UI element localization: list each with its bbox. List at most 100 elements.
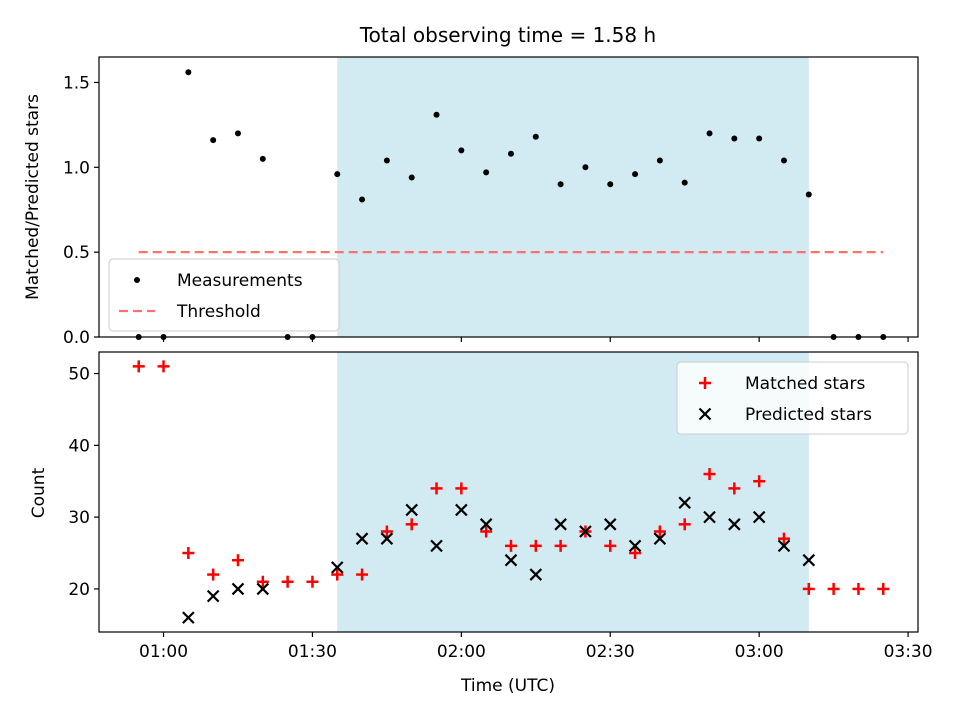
top-series-0-point-10 xyxy=(383,157,390,164)
bottom-series-1-point-16 xyxy=(628,539,642,553)
bottom-series-1-point-14 xyxy=(579,525,592,538)
bottom-y-axis-label: Count xyxy=(29,467,49,518)
bottom-legend-label-1: Predicted stars xyxy=(745,405,872,425)
bottom-series-0-point-8 xyxy=(331,568,344,581)
bottom-y-tick-label-3: 50 xyxy=(68,365,90,385)
top-series-0-point-14 xyxy=(483,169,490,176)
bottom-series-0-point-14 xyxy=(480,525,493,538)
bottom-series-1-point-5 xyxy=(355,532,369,545)
bottom-x-tick-label-2: 02:00 xyxy=(437,642,486,662)
top-series-0-point-4 xyxy=(234,130,241,137)
top-series-0-point-24 xyxy=(731,135,738,142)
bottom-legend xyxy=(676,361,909,435)
top-legend xyxy=(108,258,340,332)
bottom-series-0-point-5 xyxy=(256,575,269,588)
top-legend-label-0: Measurements xyxy=(177,271,303,291)
bottom-series-0-point-19 xyxy=(604,539,617,552)
bottom-series-1-point-19 xyxy=(703,510,716,524)
bottom-series-0-point-26 xyxy=(777,532,790,545)
top-series-0-point-8 xyxy=(334,171,341,178)
top-y-axis-label: Matched/Predicted stars xyxy=(23,94,43,300)
bottom-series-0-point-12 xyxy=(430,482,443,495)
bottom-y-tick-label-1: 30 xyxy=(68,508,90,528)
bottom-y-tick-label-2: 40 xyxy=(68,436,90,456)
bottom-series-0-point-4 xyxy=(231,554,244,567)
bottom-series-1-point-6 xyxy=(380,532,394,545)
bottom-series-0-point-22 xyxy=(678,518,691,531)
top-series-0-point-20 xyxy=(632,171,639,178)
top-observing-window xyxy=(337,57,809,337)
bottom-x-tick-label-1: 01:30 xyxy=(288,642,337,662)
bottom-series-0-point-24 xyxy=(728,482,741,495)
top-panel: 0.0 0.5 1.0 1.5 Measurements Threshold xyxy=(63,56,919,348)
bottom-series-1-point-4 xyxy=(330,561,344,574)
bottom-series-0-point-15 xyxy=(504,539,517,552)
bottom-y-tick-label-0: 20 xyxy=(68,580,90,600)
bottom-series-0-point-16 xyxy=(529,539,542,552)
bottom-series-1-point-12 xyxy=(529,568,543,581)
bottom-series-1-point-1 xyxy=(206,589,220,603)
bottom-series-0-point-11 xyxy=(405,518,418,531)
bottom-series-0-point-9 xyxy=(356,568,369,581)
bottom-series-0-point-30 xyxy=(877,582,890,595)
top-series-0-point-27 xyxy=(805,191,812,198)
bottom-series-1-point-0 xyxy=(182,611,195,624)
top-legend-label-1: Threshold xyxy=(176,302,261,322)
chart-title: Total observing time = 1.58 h xyxy=(359,23,656,47)
top-series-0-point-13 xyxy=(458,147,465,154)
bottom-series-0-point-23 xyxy=(703,468,716,481)
top-y-tick-label-3: 1.5 xyxy=(63,73,90,93)
top-legend-marker-0 xyxy=(134,277,140,283)
bottom-series-0-point-0 xyxy=(132,360,145,373)
bottom-legend-marker-0 xyxy=(699,377,711,389)
bottom-series-0-point-3 xyxy=(207,568,220,581)
bottom-series-1-point-7 xyxy=(405,503,418,517)
bottom-series-0-point-25 xyxy=(753,475,766,488)
top-series-0-point-21 xyxy=(656,157,663,164)
bottom-series-0-point-28 xyxy=(827,582,840,595)
bottom-series-1-point-2 xyxy=(231,582,245,596)
bottom-legend-marker-1 xyxy=(698,407,712,421)
bottom-series-1-point-8 xyxy=(430,539,443,553)
top-series-0-point-17 xyxy=(557,181,564,188)
top-series-0-point-25 xyxy=(756,135,763,142)
bottom-series-1-point-9 xyxy=(455,503,468,517)
top-y-tick-label-0: 0.0 xyxy=(63,328,90,348)
bottom-series-1-point-22 xyxy=(777,539,791,553)
bottom-plot-frame xyxy=(98,351,919,633)
bottom-series-0-point-20 xyxy=(629,547,642,560)
bottom-x-tick-label-3: 02:30 xyxy=(586,642,635,662)
top-series-0-point-16 xyxy=(532,133,539,140)
top-series-0-point-11 xyxy=(408,174,415,181)
bottom-series-0-point-21 xyxy=(653,525,666,538)
bottom-series-0-point-10 xyxy=(380,525,393,538)
bottom-x-tick-label-0: 01:00 xyxy=(139,642,188,662)
bottom-series-0-point-6 xyxy=(281,575,294,588)
bottom-series-0-point-29 xyxy=(852,582,865,595)
bottom-series-1-point-20 xyxy=(728,518,741,531)
top-series-0-point-2 xyxy=(185,69,192,76)
top-series-0-point-3 xyxy=(210,137,217,144)
top-y-tick-label-1: 0.5 xyxy=(63,243,90,263)
bottom-series-0-point-7 xyxy=(306,575,319,588)
top-series-0-point-5 xyxy=(259,155,266,162)
top-series-0-point-23 xyxy=(706,130,713,137)
top-series-0-point-18 xyxy=(582,164,589,171)
bottom-series-1-point-13 xyxy=(554,518,567,531)
top-series-0-point-19 xyxy=(607,181,614,188)
top-series-0-point-12 xyxy=(433,111,440,118)
bottom-series-0-point-13 xyxy=(455,482,468,495)
top-series-0-point-22 xyxy=(681,179,688,186)
top-plot-frame xyxy=(98,56,919,338)
bottom-panel: 20 30 40 50 01:00 01:30 02:00 02:30 03:00 03:30 Ma… xyxy=(68,351,933,662)
bottom-series-1-point-10 xyxy=(479,518,493,531)
top-series-0-point-15 xyxy=(507,150,514,157)
bottom-series-0-point-17 xyxy=(554,539,567,552)
top-y-tick-label-2: 1.0 xyxy=(63,158,90,178)
bottom-x-tick-label-5: 03:30 xyxy=(884,642,933,662)
bottom-series-1-point-11 xyxy=(504,553,518,567)
bottom-legend-label-0: Matched stars xyxy=(745,374,865,394)
bottom-series-1-point-3 xyxy=(256,582,270,596)
bottom-series-1-point-23 xyxy=(802,553,816,567)
